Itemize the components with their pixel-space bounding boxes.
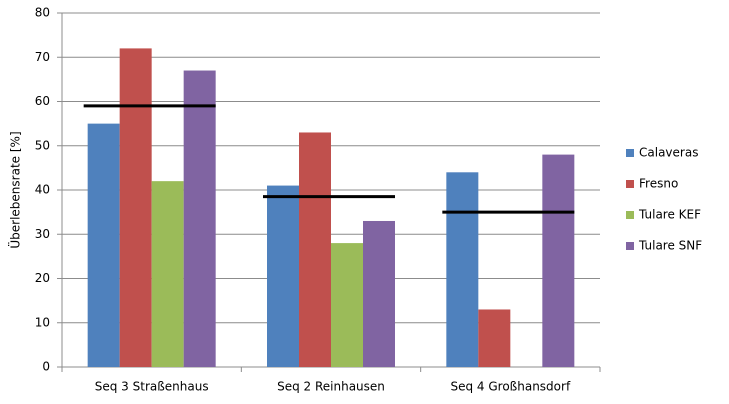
y-tick-label: 0 xyxy=(42,360,50,374)
y-tick-label: 80 xyxy=(35,6,50,20)
legend-swatch xyxy=(626,149,634,157)
x-tick-label: Seq 3 Straßenhaus xyxy=(95,380,209,394)
y-tick-label: 70 xyxy=(35,50,50,64)
y-tick-label: 20 xyxy=(35,271,50,285)
legend-label: Fresno xyxy=(639,177,678,191)
legend-label: Tulare SNF xyxy=(638,239,702,253)
y-tick-label: 50 xyxy=(35,138,50,152)
bar xyxy=(363,220,395,367)
bar xyxy=(331,243,363,367)
legend-swatch xyxy=(626,242,634,250)
legend-swatch xyxy=(626,180,634,188)
bar xyxy=(542,154,575,367)
x-tick-label: Seq 2 Reinhausen xyxy=(277,380,385,394)
y-tick-label: 10 xyxy=(35,315,50,329)
bar xyxy=(183,70,216,368)
bar xyxy=(119,48,152,368)
bar xyxy=(446,172,479,367)
y-tick-label: 30 xyxy=(35,227,50,241)
x-tick-label: Seq 4 Großhansdorf xyxy=(450,380,570,394)
legend-swatch xyxy=(626,211,634,219)
bar xyxy=(87,123,120,367)
legend-label: Calaveras xyxy=(639,146,698,160)
y-tick-label: 60 xyxy=(35,94,50,108)
y-tick-label: 40 xyxy=(35,183,50,197)
bar xyxy=(299,132,331,367)
y-axis-label: Überlebensrate [%] xyxy=(7,131,23,248)
bar xyxy=(267,185,299,367)
legend-label: Tulare KEF xyxy=(638,208,701,222)
bar xyxy=(151,181,184,367)
bar xyxy=(478,309,511,367)
